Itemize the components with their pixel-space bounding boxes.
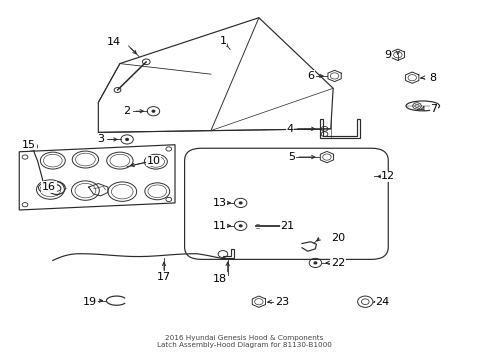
Text: 22: 22 <box>330 258 345 268</box>
Text: 20: 20 <box>330 233 345 243</box>
Text: 9: 9 <box>384 50 391 60</box>
Text: 1: 1 <box>219 36 226 46</box>
Text: 2: 2 <box>123 106 130 116</box>
Circle shape <box>313 262 316 264</box>
Text: 18: 18 <box>212 274 226 284</box>
Text: 2016 Hyundai Genesis Hood & Components
Latch Assembly-Hood Diagram for 81130-B10: 2016 Hyundai Genesis Hood & Components L… <box>157 334 331 348</box>
Text: 11: 11 <box>212 221 226 231</box>
Circle shape <box>152 110 154 112</box>
Text: 5: 5 <box>287 152 294 162</box>
Text: 13: 13 <box>212 198 226 208</box>
Text: 17: 17 <box>157 272 171 282</box>
Circle shape <box>125 139 128 140</box>
Text: 6: 6 <box>306 71 313 81</box>
Text: 16: 16 <box>42 182 56 192</box>
Circle shape <box>239 202 242 204</box>
Text: 4: 4 <box>286 124 293 134</box>
Text: 14: 14 <box>107 37 121 48</box>
Text: 12: 12 <box>381 171 394 181</box>
Text: 15: 15 <box>22 140 36 150</box>
Text: 23: 23 <box>274 297 288 307</box>
Text: 21: 21 <box>280 221 294 231</box>
Text: 24: 24 <box>375 297 389 307</box>
Text: 10: 10 <box>146 156 160 166</box>
Text: 19: 19 <box>83 297 97 307</box>
Text: 7: 7 <box>429 104 436 114</box>
Text: 3: 3 <box>97 134 104 144</box>
Circle shape <box>239 225 242 227</box>
Text: 8: 8 <box>428 73 435 83</box>
